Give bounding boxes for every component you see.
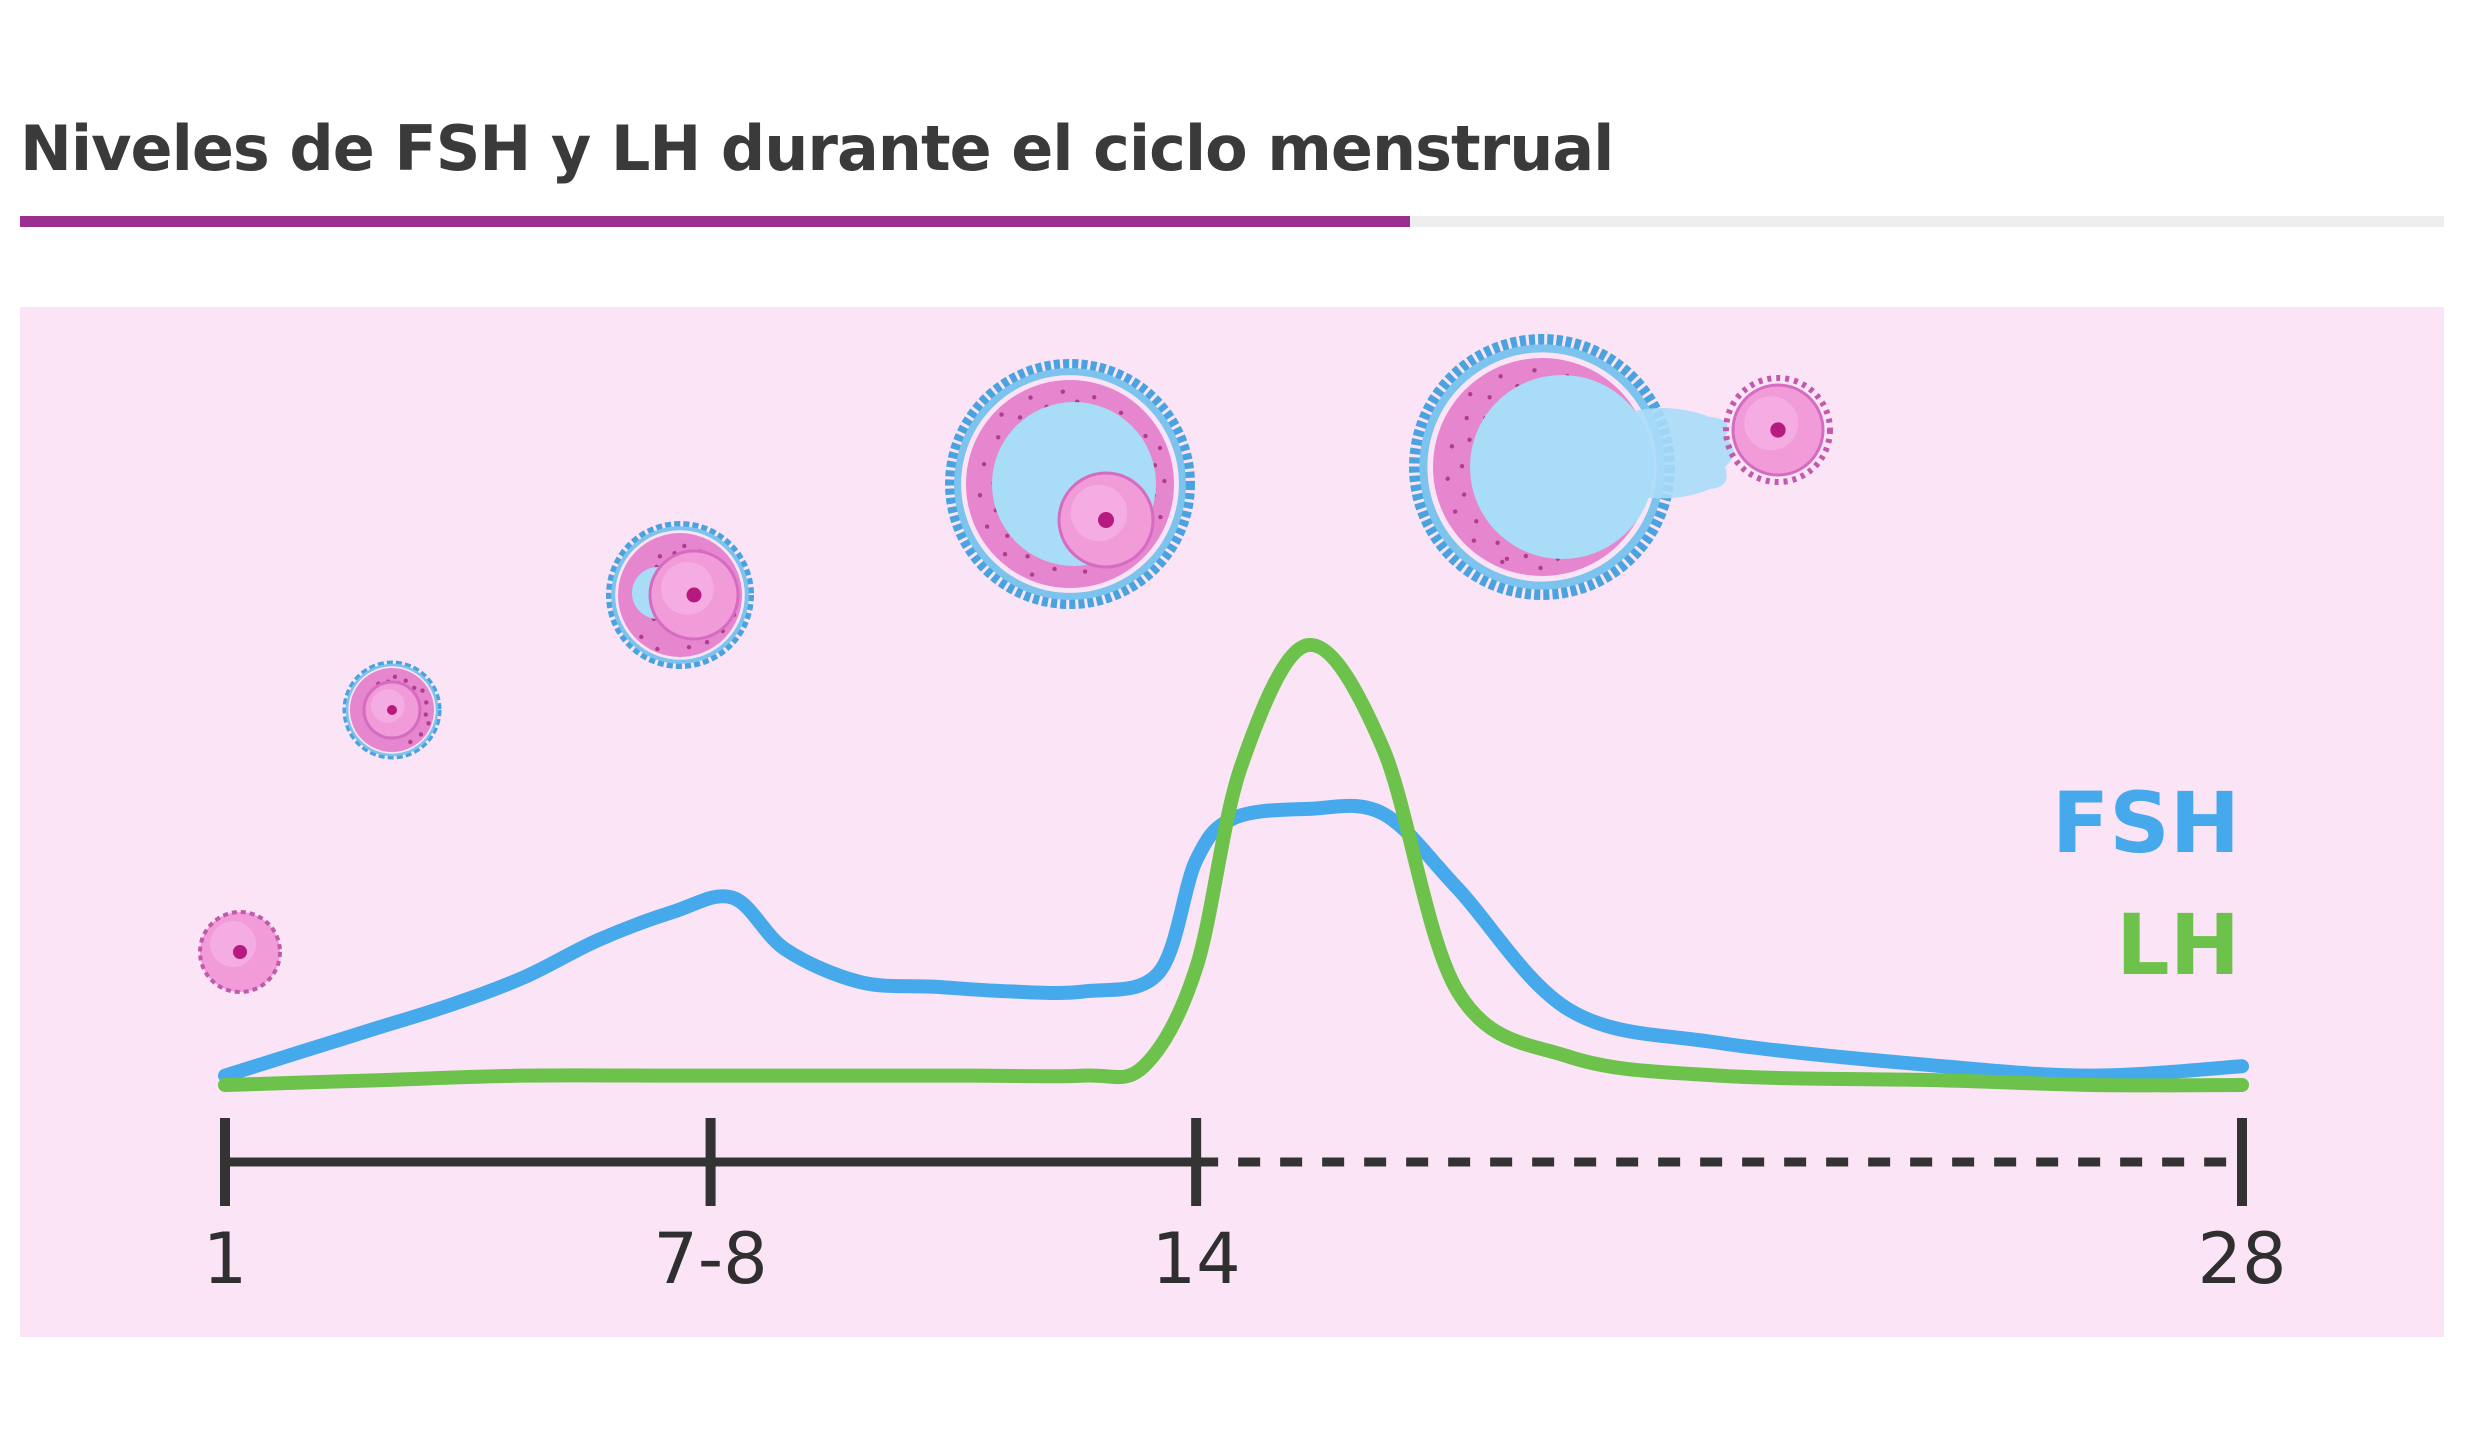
hormone-chart: 1 7-8 14 28 FSH LH (20, 307, 2444, 1337)
legend: FSH LH (2052, 774, 2240, 994)
antral-follicle-icon (945, 359, 1195, 609)
series-layer (218, 638, 2249, 1093)
legend-lh: LH (2116, 896, 2240, 994)
chart-panel: 1 7-8 14 28 FSH LH (20, 307, 2444, 1337)
x-tick-label: 28 (2197, 1218, 2286, 1300)
page-title: Niveles de FSH y LH durante el ciclo men… (20, 112, 1614, 185)
ovulating-follicle-icon (1409, 334, 1734, 600)
x-tick-label: 14 (1152, 1218, 1241, 1300)
secondary-follicle-icon (606, 521, 754, 669)
series-lh-line (218, 638, 2249, 1093)
x-tick-label: 1 (203, 1218, 248, 1300)
x-tick-label: 7-8 (653, 1218, 767, 1300)
legend-fsh: FSH (2052, 774, 2240, 872)
primary-follicle-icon (342, 660, 442, 760)
title-underline-accent (20, 216, 1410, 227)
follicle-sequence (198, 334, 1833, 994)
x-axis: 1 7-8 14 28 (203, 1118, 2287, 1300)
primordial-follicle-icon (198, 910, 282, 994)
released-oocyte-icon (1723, 375, 1833, 485)
series-fsh-line (218, 798, 2249, 1083)
